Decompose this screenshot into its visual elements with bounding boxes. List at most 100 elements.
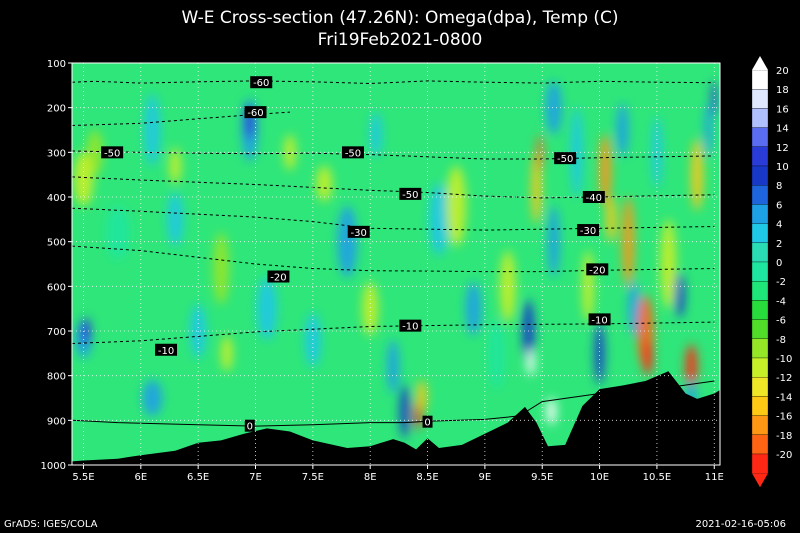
contour-label: 0 (247, 422, 253, 433)
colorbar-swatch-7 (751, 204, 769, 224)
colorbar-label: -16 (776, 412, 792, 423)
y-tick-label: 900 (47, 416, 66, 427)
colorbar-label: -6 (776, 316, 786, 327)
x-tick-label: 9.5E (531, 472, 553, 483)
colorbar-label: 6 (776, 200, 782, 211)
omega-blob-7 (167, 192, 184, 247)
contour-label-bg (588, 313, 611, 326)
omega-blob-27 (465, 281, 482, 336)
colorbar-label: 8 (776, 181, 782, 192)
colorbar-swatch-8 (751, 223, 769, 243)
contour-line-7 (72, 380, 715, 427)
x-tick-label: 11E (705, 472, 724, 483)
omega-blob-36 (546, 398, 557, 425)
contour-label: -50 (345, 148, 361, 159)
omega-blob-34 (545, 80, 562, 135)
omega-blob-5 (144, 94, 161, 166)
omega-blob-22 (399, 384, 410, 439)
colorbar-swatch-9 (751, 242, 769, 263)
contour-label: -10 (402, 322, 418, 333)
y-tick-label: 1000 (41, 461, 66, 472)
contour-label: -40 (586, 193, 602, 204)
colorbar-label: 2 (776, 239, 782, 250)
omega-blob-52 (704, 103, 713, 157)
contour-label: -50 (104, 148, 120, 159)
contour-label-bg (399, 319, 422, 332)
contour-line-6 (72, 321, 715, 344)
y-tick-label: 300 (47, 148, 66, 159)
x-tick-label: 7.5E (302, 472, 324, 483)
omega-blob-1 (80, 317, 91, 345)
contour-label-bg (347, 225, 370, 238)
omega-blob-18 (337, 205, 358, 278)
omega-blob-50 (685, 344, 698, 390)
x-tick-label: 7E (249, 472, 262, 483)
contour-label-bg (267, 270, 290, 283)
omega-blob-28 (488, 317, 505, 390)
contour-label: 0 (424, 418, 430, 429)
omega-blob-10 (213, 232, 230, 305)
contour-label: -10 (591, 315, 607, 326)
x-axis: 5.5E 6E 6.5E 7E 7.5E 8E 8.5E 9E 9.5E 10E 10.5E 11E (72, 465, 724, 483)
omega-blob-4 (105, 205, 130, 260)
colorbar-label: 10 (776, 162, 789, 173)
contour-label-bg (341, 146, 364, 159)
y-tick-label: 100 (47, 59, 66, 70)
x-tick-label: 8.5E (416, 472, 438, 483)
contour-label: -50 (557, 154, 573, 165)
colorbar-swatch-4 (751, 146, 769, 167)
contour-label-bg (244, 419, 255, 432)
contour-label: -60 (247, 108, 263, 119)
contour-line-1 (72, 111, 290, 126)
colorbar-label: -18 (776, 431, 792, 442)
omega-blob-44 (627, 281, 640, 336)
y-tick-label: 500 (47, 238, 66, 249)
omega-blob-42 (616, 103, 629, 157)
contour-label: -20 (589, 265, 605, 276)
contour-line-4 (72, 207, 715, 231)
omega-blob-20 (369, 112, 382, 157)
colorbar-label: -12 (776, 373, 792, 384)
omega-blob-11 (220, 335, 233, 372)
contour-line-3 (72, 176, 715, 199)
colorbar-label: -20 (776, 450, 792, 461)
omega-blob-41 (606, 197, 617, 242)
y-tick-label: 400 (47, 193, 66, 204)
x-tick-label: 5.5E (72, 472, 94, 483)
y-tick-label: 800 (47, 372, 66, 383)
omega-field (73, 80, 718, 439)
colorbar-swatch-1 (751, 89, 769, 109)
omega-blob-15 (283, 134, 296, 171)
omega-blob-35 (547, 205, 560, 278)
colorbar: 20181614121086420-2-4-6-8-10-12-14-16-18… (751, 56, 792, 488)
omega-blob-32 (531, 152, 542, 224)
y-tick-label: 600 (47, 282, 66, 293)
colorbar-swatch-20 (751, 453, 769, 474)
colorbar-label: -4 (776, 296, 786, 307)
x-tick-label: 8E (364, 472, 377, 483)
contour-label: -60 (253, 78, 269, 89)
y-tick-label: 200 (47, 104, 66, 115)
y-axis: 100 200 300 400 500 600 700 800 900 1000 (41, 59, 72, 472)
contour-label-bg (244, 106, 267, 119)
omega-blob-46 (642, 339, 653, 376)
colorbar-label: 14 (776, 124, 789, 135)
colorbar-swatch-15 (751, 357, 769, 378)
colorbar-label: -10 (776, 354, 792, 365)
chart-subtitle: Fri19Feb2021-0800 (317, 30, 483, 50)
omega-blob-21 (387, 339, 400, 394)
contour-label: -10 (158, 346, 174, 357)
x-tick-label: 10.5E (643, 472, 672, 483)
omega-blob-19 (362, 281, 379, 336)
contour-line-2 (72, 150, 715, 160)
omega-blob-51 (691, 138, 704, 211)
contour-label: -50 (402, 190, 418, 201)
omega-blob-39 (594, 322, 605, 385)
contour-label-bg (399, 187, 422, 200)
chart-title: W-E Cross-section (47.26N): Omega(dpa), … (181, 8, 619, 28)
omega-blob-33 (536, 134, 543, 171)
omega-blob-31 (526, 348, 535, 376)
contour-label: -30 (580, 226, 596, 237)
omega-blob-26 (446, 165, 467, 247)
